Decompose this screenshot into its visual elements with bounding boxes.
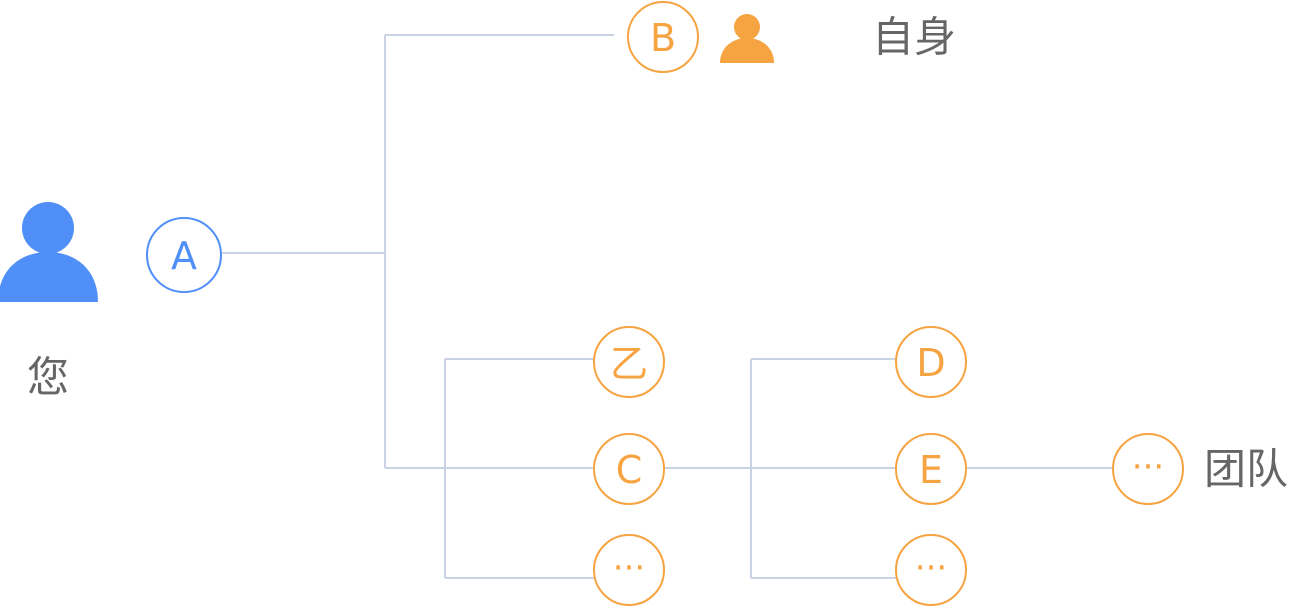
node-more2-label: ··· — [915, 548, 947, 588]
team-label: 团队 — [1204, 445, 1288, 494]
node-more2: ··· — [895, 534, 967, 606]
connector-lines — [222, 34, 1113, 579]
self-label: 自身 — [872, 13, 956, 62]
node-c-label: C — [616, 448, 643, 492]
node-d: D — [895, 326, 967, 398]
node-more1: ··· — [593, 534, 665, 606]
self-user-icon — [720, 14, 774, 63]
node-more3: ··· — [1112, 433, 1184, 505]
node-more1-label: ··· — [613, 548, 645, 588]
node-a: A — [146, 217, 222, 293]
node-yi-label: 乙 — [610, 342, 648, 386]
node-more3-label: ··· — [1132, 447, 1164, 487]
node-e-label: E — [919, 448, 943, 492]
node-c: C — [593, 433, 665, 505]
node-b: B — [627, 1, 699, 73]
node-e: E — [895, 433, 967, 505]
node-b-label: B — [650, 16, 676, 60]
node-a-label: A — [171, 234, 197, 278]
node-d-label: D — [916, 341, 945, 385]
node-yi: 乙 — [593, 326, 665, 398]
user-label: 您 — [27, 353, 69, 402]
user-icon — [0, 202, 98, 302]
